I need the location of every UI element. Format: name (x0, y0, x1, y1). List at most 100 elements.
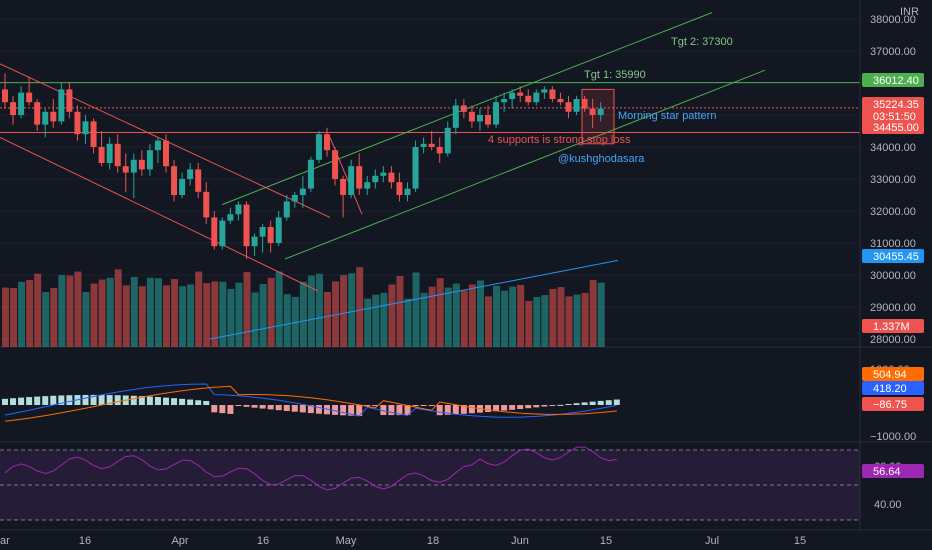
macd-tag (862, 381, 924, 395)
candle-body (34, 102, 41, 125)
volume-bar (211, 281, 219, 347)
volume-bar (291, 296, 299, 347)
macd-histogram-bar (235, 405, 242, 407)
price-tag (862, 120, 924, 134)
candle-body (549, 89, 556, 99)
time-axis[interactable]: ar 16 Apr 16 May 18 Jun 15 Jul 15 (0, 529, 932, 547)
macd-histogram-bar (98, 394, 105, 405)
macd-histogram-bar (420, 405, 427, 406)
volume-bar (283, 294, 291, 347)
price-tick: 38000.00 (870, 14, 916, 26)
volume-bar (203, 283, 211, 347)
candle-body (307, 159, 314, 189)
candle-body (195, 169, 202, 192)
volume-bars (2, 267, 605, 347)
macd-histogram-bar (106, 395, 113, 405)
macd-histogram-bar (50, 395, 57, 405)
tgt1-label: Tgt 1: 35990 (584, 69, 646, 81)
volume-bar (332, 281, 340, 347)
volume-bar (340, 275, 348, 347)
macd-tag-label: 418.20 (873, 383, 907, 395)
candle-body (203, 191, 210, 218)
time-label: ar (0, 535, 10, 547)
macd-histogram-bar (501, 405, 508, 411)
volume-bar (444, 287, 452, 347)
macd-histogram-bar (565, 404, 572, 406)
macd-histogram-bar (275, 405, 282, 411)
macd-histogram-bar (211, 405, 218, 413)
macd-histogram-bar (444, 405, 451, 415)
volume-bar (541, 295, 549, 347)
time-label: May (336, 535, 357, 547)
candle-body (267, 227, 274, 243)
time-label: 15 (794, 535, 806, 547)
macd-histogram-bar (380, 405, 387, 415)
macd-histogram-bar (283, 405, 290, 411)
macd-histogram-bar (243, 405, 250, 407)
down-channel-upper (0, 63, 331, 218)
candle-body (18, 92, 25, 115)
candle-body (324, 134, 330, 151)
candle-body (525, 95, 532, 103)
macd-histogram-bar (42, 396, 49, 405)
volume-bar (468, 284, 476, 347)
volume-bar (412, 272, 420, 347)
candle-body (396, 182, 403, 195)
time-label: 16 (257, 535, 269, 547)
volume-bar (436, 278, 444, 347)
candle-body (82, 121, 89, 135)
volume-bar (460, 290, 468, 347)
macd-histogram-bar (227, 405, 234, 414)
macd-histogram-bar (412, 405, 419, 407)
candle-body (50, 111, 57, 122)
candle-body (509, 92, 516, 99)
macd-histogram-bar (195, 400, 202, 405)
volume-bar (581, 292, 589, 347)
macd-histogram-bar (348, 405, 355, 416)
volume-bar (388, 284, 396, 347)
macd-histogram-bar (517, 405, 524, 410)
pattern-box (581, 88, 615, 145)
candle-body (452, 105, 459, 128)
macd-histogram-bar (404, 405, 411, 416)
candle-body (428, 143, 435, 147)
volume-bar (509, 286, 517, 347)
macd-tag-label: 504.94 (873, 369, 907, 381)
candle-body (517, 92, 524, 96)
candle-body (122, 166, 129, 173)
candle-body (10, 102, 17, 115)
candle-body (372, 175, 379, 183)
time-label: Jun (511, 535, 529, 547)
macd-histogram-bar (428, 405, 435, 406)
macd-histogram-bar (163, 397, 169, 405)
rsi-line (4, 446, 617, 491)
support-label: 4 supports is strong stop loss (488, 134, 631, 146)
candle-body (597, 108, 604, 115)
candle-body (179, 179, 186, 195)
price-tag (862, 97, 924, 123)
time-label: 18 (427, 535, 439, 547)
macd-histogram-bar (66, 395, 73, 405)
price-tag-label: 35224.35 (873, 99, 919, 111)
candle-body (541, 89, 548, 93)
candle-body (565, 102, 572, 112)
volume-bar (82, 292, 90, 347)
macd-tag (862, 367, 924, 381)
volume-bar (58, 275, 66, 347)
volume-bar (2, 287, 9, 347)
macd-histogram-bar (324, 405, 330, 415)
macd-histogram-bar (58, 395, 65, 405)
macd-histogram-bar (2, 398, 8, 405)
candle-body (291, 195, 298, 202)
candle-body (26, 92, 33, 103)
macd-histogram-bar (114, 395, 121, 405)
candle-body (227, 214, 234, 221)
macd-histogram-bar (146, 396, 153, 405)
channel-upper (221, 12, 713, 206)
candle-body (476, 115, 483, 122)
candle-body (581, 99, 588, 109)
price-tick: 37000.00 (870, 46, 916, 58)
candle-body (2, 89, 8, 103)
macd-pane (2, 383, 620, 422)
